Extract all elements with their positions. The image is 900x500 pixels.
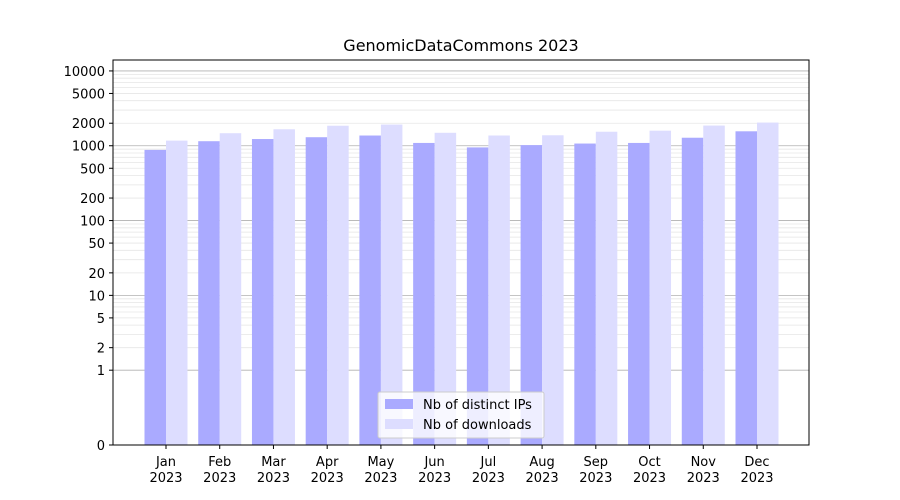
x-tick-label: Oct 2023 (633, 455, 666, 486)
bar-nb-of-distinct-ips-8 (520, 145, 543, 445)
bar-nb-of-downloads-10 (649, 130, 672, 445)
bar-nb-of-downloads-1 (166, 140, 188, 445)
bar-nb-of-downloads-2 (219, 133, 242, 446)
y-tick-label: 20 (88, 267, 105, 282)
bar-nb-of-downloads-12 (757, 122, 779, 445)
x-tick-label: Nov 2023 (687, 455, 720, 486)
y-tick-label: 50 (88, 237, 105, 252)
y-tick-label: 500 (80, 162, 105, 177)
bar-nb-of-distinct-ips-7 (466, 147, 489, 445)
y-tick-label: 1 (97, 364, 105, 379)
bar-nb-of-distinct-ips-3 (251, 139, 274, 445)
bar-nb-of-distinct-ips-2 (198, 141, 220, 445)
bar-nb-of-distinct-ips-4 (305, 137, 328, 445)
bar-nb-of-downloads-3 (273, 129, 295, 446)
bar-nb-of-downloads-5 (380, 124, 403, 445)
x-tick-label: Dec 2023 (740, 455, 773, 486)
bar-nb-of-distinct-ips-9 (574, 143, 596, 445)
x-axis: Jan 2023 Feb 2023 Mar 2023 Apr 2023 May 2023 Jun 20… (149, 445, 774, 486)
y-axis: 0 1 2 5 10 20 50 100 200 500 1000 2000 5000 10000 (64, 65, 113, 454)
legend-swatch-ips (385, 399, 413, 409)
chart-title: GenomicDataCommons 2023 (343, 36, 578, 55)
bar-nb-of-downloads-9 (595, 131, 618, 445)
y-tick-label: 1000 (72, 140, 105, 155)
bar-nb-of-distinct-ips-10 (628, 142, 650, 446)
x-tick-label: Mar 2023 (257, 455, 290, 486)
x-tick-label: May 2023 (364, 455, 397, 486)
bar-nb-of-downloads-8 (542, 135, 564, 445)
x-tick-label: Jun 2023 (418, 455, 451, 486)
x-tick-label: Jul 2023 (472, 455, 505, 486)
x-tick-label: Jan 2023 (149, 455, 182, 486)
y-tick-label: 5000 (72, 87, 105, 102)
x-tick-label: Feb 2023 (203, 455, 236, 486)
bar-nb-of-downloads-4 (327, 125, 349, 446)
bar-nb-of-distinct-ips-12 (735, 131, 757, 445)
x-tick-label: Sep 2023 (579, 455, 612, 486)
bar-nb-of-distinct-ips-11 (681, 137, 704, 445)
y-tick-label: 200 (80, 192, 105, 207)
y-tick-label: 0 (97, 439, 105, 454)
bar-nb-of-downloads-6 (434, 132, 457, 446)
x-tick-label: Apr 2023 (311, 455, 344, 486)
y-tick-label: 5 (97, 312, 105, 327)
legend-label-ips: Nb of distinct IPs (423, 398, 532, 413)
bar-nb-of-distinct-ips-6 (413, 142, 435, 446)
legend: Nb of distinct IPs Nb of downloads (377, 391, 545, 439)
x-tick-label: Aug 2023 (526, 455, 559, 486)
bar-nb-of-downloads-11 (703, 125, 725, 445)
y-tick-label: 2 (97, 342, 105, 357)
bar-nb-of-distinct-ips-5 (359, 135, 381, 445)
y-tick-label: 2000 (72, 117, 105, 132)
bar-nb-of-downloads-7 (488, 135, 510, 445)
y-tick-label: 10000 (64, 65, 105, 80)
plot-frame (112, 59, 810, 446)
legend-swatch-downloads (385, 419, 413, 429)
legend-box (377, 391, 545, 439)
legend-label-downloads: Nb of downloads (423, 418, 532, 433)
bars (144, 122, 779, 446)
y-tick-label: 100 (80, 215, 105, 230)
bar-nb-of-distinct-ips-1 (144, 149, 166, 445)
y-tick-label: 10 (88, 289, 105, 304)
